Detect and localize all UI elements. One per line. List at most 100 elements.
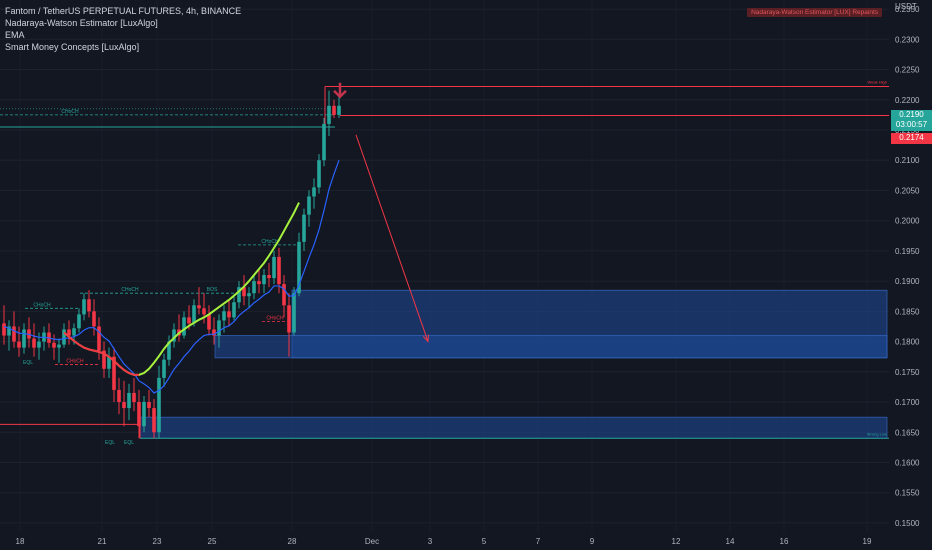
time-tick-label: Dec [365,537,379,546]
candle-body [102,350,106,369]
candle-body [62,329,66,345]
candle-body [72,328,76,336]
candle-body [182,317,186,336]
nadaraya-bear-segment [63,331,139,376]
candle-body [252,281,256,294]
candle-body [207,314,211,330]
time-tick-label: 9 [590,537,595,546]
time-tick-label: 23 [153,537,162,546]
structure-labels: CHoCH CHoCH CHoCH CHoCH BOS CHoCH CHoCH EQL EQL E… [0,109,335,446]
projection-arrow-line [355,134,429,342]
level-label: Strong Low [867,431,887,436]
candle-body [87,299,91,312]
candle-body [162,359,166,378]
candle-body [192,305,196,324]
candle-body [217,320,221,336]
price-tick-label: 0.2300 [895,35,920,44]
down-arrow-icon-head [333,89,347,99]
time-tick-label: 16 [780,537,789,546]
candle-body [12,326,16,342]
price-tick-label: 0.1750 [895,368,920,377]
time-tick-label: 25 [208,537,217,546]
chart-legend: Fantom / TetherUS PERPETUAL FUTURES, 4h,… [5,5,241,53]
price-tick-label: 0.2350 [895,5,920,14]
candle-body [132,392,136,403]
candle-body [237,287,241,303]
candle-body [277,256,281,285]
structure-levels: Weak High Strong Low [0,79,889,439]
price-tick-label: 0.1850 [895,307,920,316]
time-tick-label: 19 [863,537,872,546]
price-tick-label: 0.2250 [895,66,920,75]
candle-body [287,305,291,333]
price-tick-label: 0.1600 [895,458,920,467]
time-tick-label: 21 [98,537,107,546]
candle-body [317,160,321,188]
price-tick-label: 0.2050 [895,186,920,195]
candle-body [242,287,246,297]
candle-body [147,402,151,409]
order-block-zone [139,416,888,439]
current-price-tag: 0.2190 03:00:57 [891,110,932,131]
price-tick-label: 0.2200 [895,96,920,105]
time-tick-label: 3 [428,537,433,546]
price-axis-bg [889,0,932,550]
structure-label: CHoCH [261,239,279,245]
candlestick-series [2,90,341,439]
structure-label: EQL [23,360,33,366]
time-tick-label: 18 [16,537,25,546]
time-tick-label: 5 [482,537,487,546]
candle-body [332,105,336,115]
price-axis[interactable]: 0.1500 0.1550 0.1600 0.1650 0.1700 0.1750 0.18… [889,0,932,550]
order-block-zone [214,335,888,359]
time-axis[interactable]: 18 21 23 25 28 Dec 3 5 7 9 12 14 16 19 [0,532,889,550]
candle-body [262,275,266,285]
candle-body [157,377,161,433]
repaint-badge: Nadaraya-Watson Estimator [LUX] Repaints [747,8,882,17]
indicator-ema[interactable]: EMA [5,30,25,40]
candle-body [337,105,341,115]
indicator-smc[interactable]: Smart Money Concepts [LuxAlgo] [5,42,140,52]
candle-body [107,356,111,369]
candle-body [232,302,236,318]
candle-body [57,344,61,348]
candle-body [117,389,121,403]
price-tick-label: 0.1550 [895,489,920,498]
candle-body [137,402,141,427]
candle-body [22,329,26,348]
structure-label: EQL [105,440,115,446]
candle-body [152,408,156,433]
secondary-price-tag: 0.2174 [891,133,932,144]
candle-body [112,356,116,390]
price-tick-label: 0.2100 [895,156,920,165]
candle-body [302,214,306,242]
candle-body [222,311,226,321]
price-tick-label: 0.2000 [895,217,920,226]
candle-body [292,293,296,333]
time-tick-label: 28 [288,537,297,546]
candle-body [212,329,216,336]
current-price: 0.2190 [899,110,924,119]
candle-body [187,317,191,324]
candle-body [127,392,131,409]
candle-body [77,314,81,329]
candle-body [322,123,326,161]
structure-label: CHoCH [121,287,139,293]
candle-body [202,308,206,315]
level-label: Weak High [868,79,888,84]
candle-body [197,305,201,309]
symbol-title[interactable]: Fantom / TetherUS PERPETUAL FUTURES, 4h,… [5,6,242,16]
candle-body [142,402,146,427]
price-tick-label: 0.1500 [895,519,920,528]
indicator-nadaraya[interactable]: Nadaraya-Watson Estimator [LuxAlgo] [5,18,158,28]
order-block-zones [139,289,888,439]
candle-body [7,326,11,336]
candle-body [32,338,36,348]
projection-arrow-head [422,334,429,343]
candle-body [282,284,286,306]
price-axis-unit: USDT [895,2,917,11]
chart-grid [0,8,889,524]
structure-label: CHoCH [66,359,84,365]
annotations [63,82,429,376]
